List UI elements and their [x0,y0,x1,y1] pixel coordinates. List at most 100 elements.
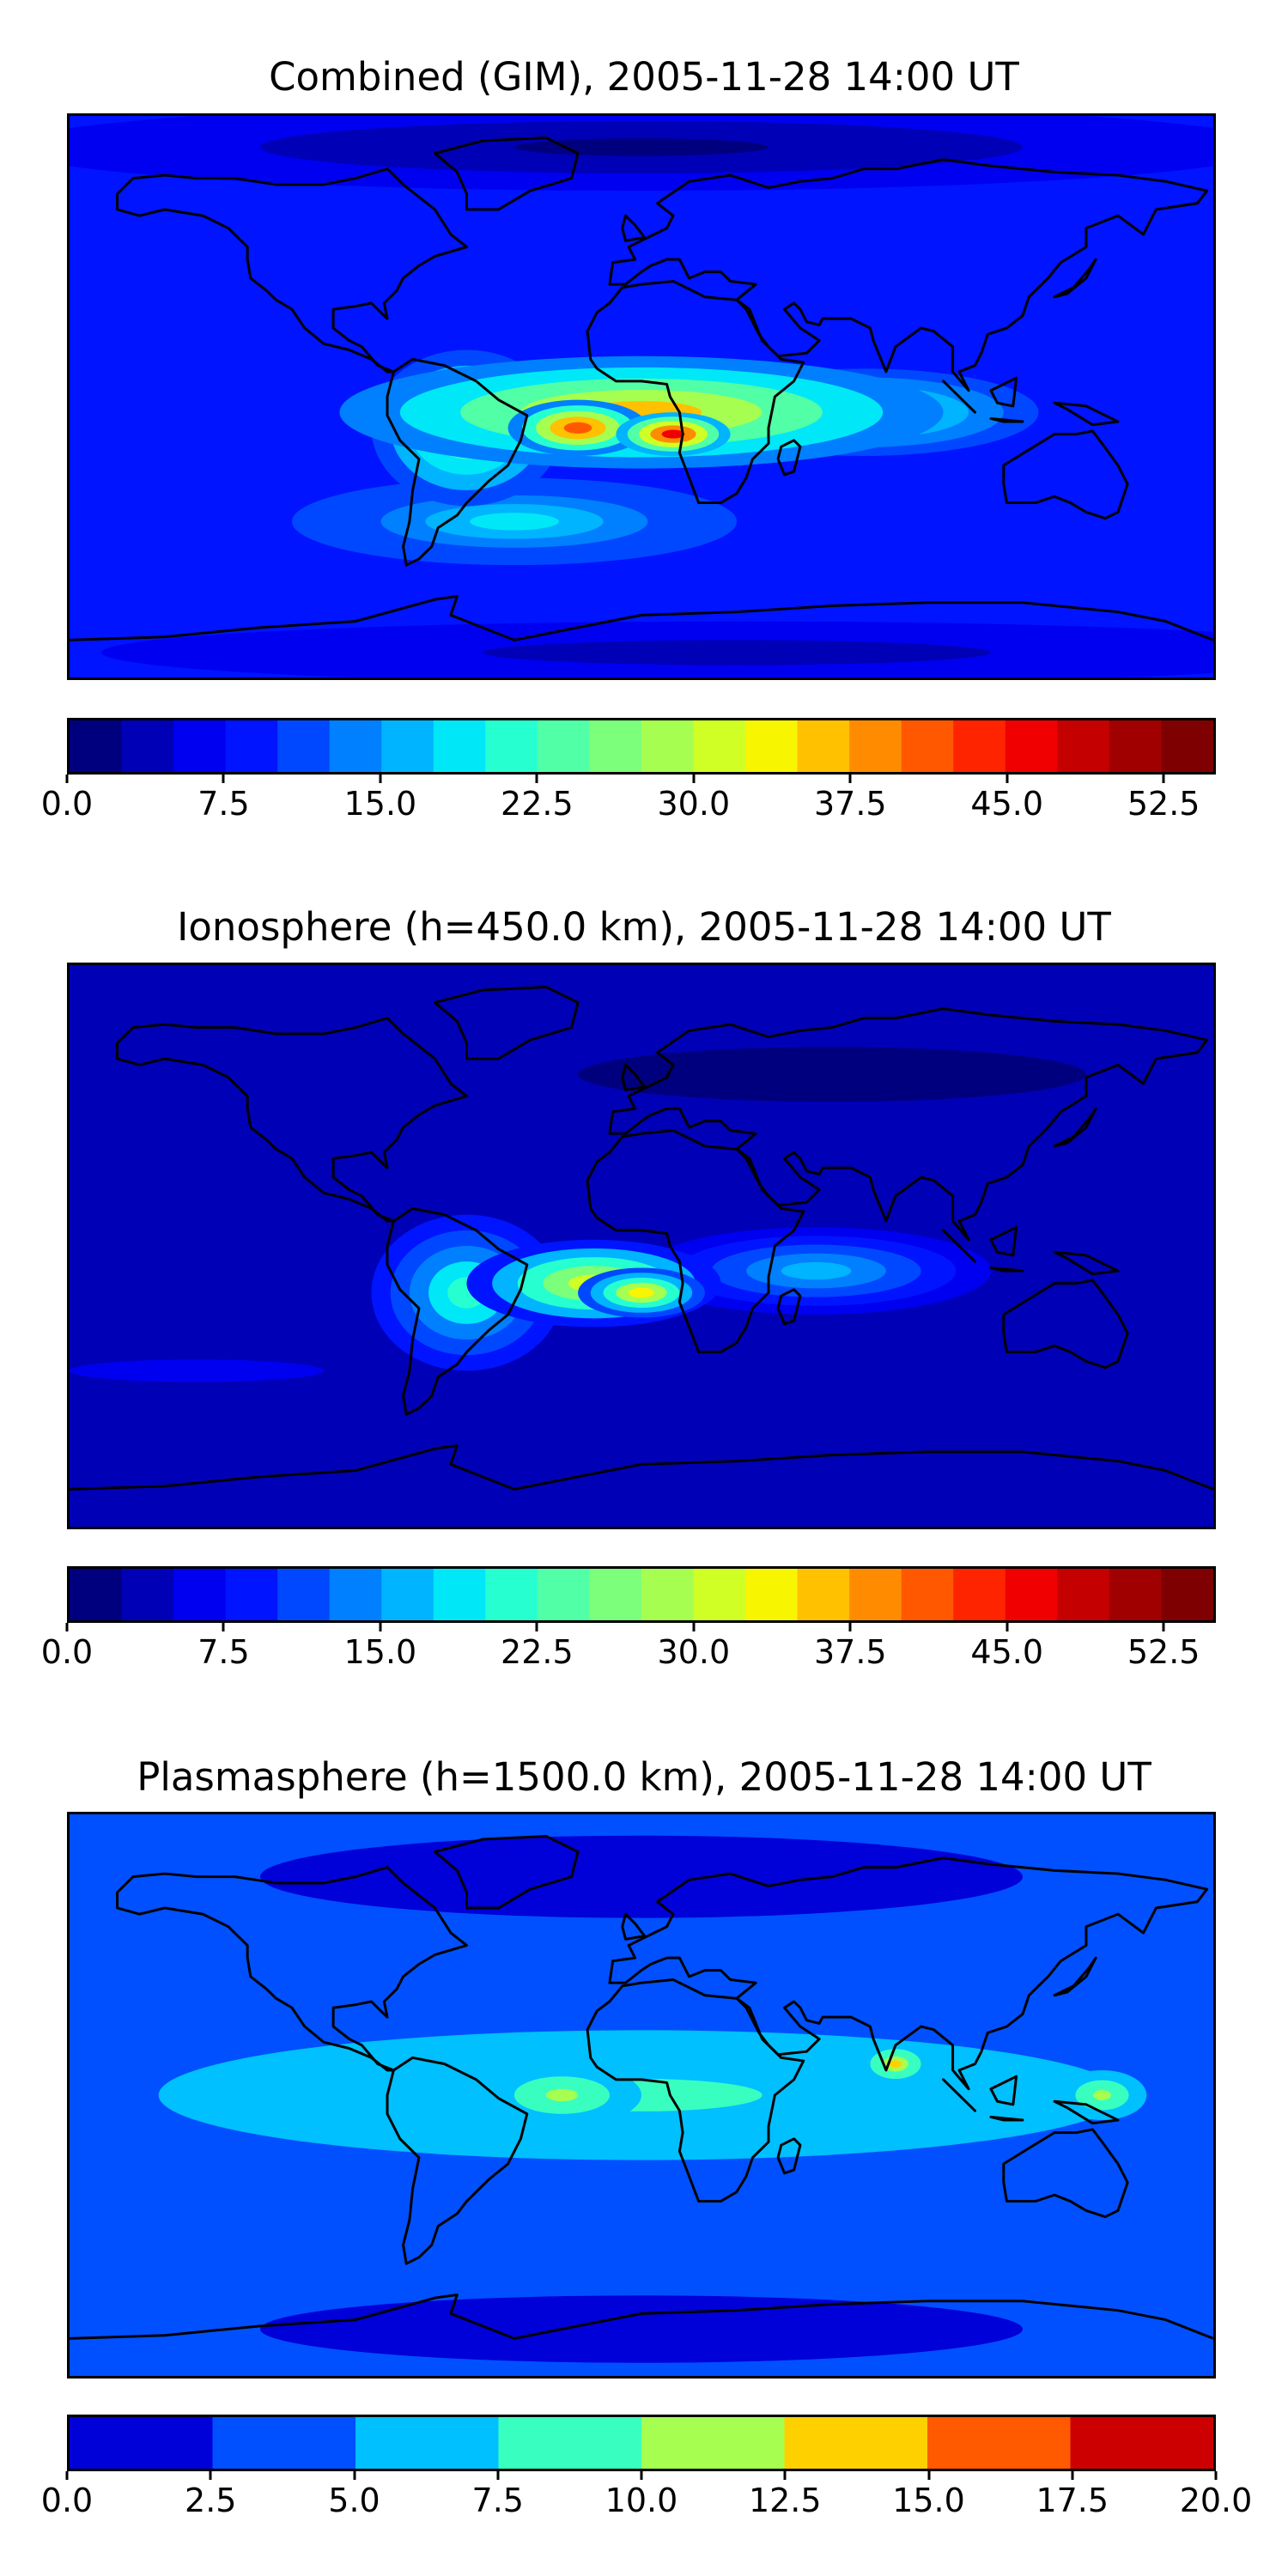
colorbar-tick-label: 15.0 [343,785,417,823]
colorbar-cell [212,2417,356,2469]
coastline-segment [989,2075,1018,2106]
colorbar-tick-mark [640,2471,643,2480]
colorbar-cell [433,720,486,772]
contour-north-polar-low [513,138,769,156]
colorbar-cell [901,720,954,772]
contour-south-polar-low [609,646,865,659]
coastline-segment [1053,1107,1097,1148]
colorbar-tick-mark [1005,1623,1009,1631]
contour-atlantic-high [545,2088,579,2102]
colorbar-cell [1161,1569,1213,1620]
contour-layer [70,1005,1213,1427]
chart-title: Ionosphere (h=450.0 km), 2005-11-28 14:0… [177,904,1111,950]
colorbar-tick-label: 52.5 [1127,1633,1200,1671]
colorbar-tick-label: 0.0 [40,785,94,823]
colorbar-tick-label: 52.5 [1127,785,1200,823]
colorbar-tick-mark [1071,2471,1074,2480]
coastline-segment [989,416,1024,423]
contour-north-low [704,1060,960,1089]
coastline-segment [386,2056,529,2265]
contour-south-atlantic-tongue [470,513,559,531]
coastline-segment [1053,401,1120,427]
coastline-segment [942,2078,977,2112]
colorbar-cell [1070,2417,1213,2469]
contour-north-low [513,1862,769,1891]
coastlines [70,985,1213,1491]
coastline-segment [586,1129,805,1354]
colorbar-cell [537,1569,591,1620]
colorbar-tick-mark [692,1623,696,1631]
colorbar-svg [70,2417,1213,2469]
contour-africa-max [629,1287,654,1298]
colorbar-tick-mark [535,1623,538,1631]
colorbar-cell [225,1569,278,1620]
colorbar-tick-label: 22.5 [501,1633,574,1671]
coastline-segment [621,1063,647,1091]
coastline-segment [1053,258,1097,299]
colorbar-tick-mark [496,2471,500,2480]
colorbar-ticks: 0.0 7.5 15.0 22.5 30.0 37.5 45.0 52.5 [41,1623,1216,1674]
colorbar-tick-mark [535,775,538,783]
colorbar-cell [641,720,695,772]
colorbar-tick-label: 45.0 [970,1633,1044,1671]
colorbar [67,1566,1216,1623]
coastline-segment [116,1866,469,2072]
contour-south-low [513,2318,769,2341]
coastline-segment [942,380,977,414]
coastline-segment [776,439,802,477]
colorbar-cell [121,1569,174,1620]
coastlines [70,136,1213,641]
colorbar-cell [381,720,434,772]
colorbar-cell [225,720,278,772]
heatmap-map [67,113,1216,680]
colorbar-cell [589,1569,642,1620]
coastline-segment [621,1912,647,1941]
colorbar-tick-label: 7.5 [471,2482,524,2519]
coastline-segment [116,167,469,374]
colorbar-cell [173,720,227,772]
colorbar-ticks: 0.0 2.5 5.0 7.5 10.0 12.5 15.0 17.5 20.0 [41,2471,1252,2523]
colorbar-tick-mark [65,1623,69,1631]
colorbar-tick-label: 45.0 [970,785,1044,823]
coastline-segment [386,1206,529,1416]
coastline-segment [433,1834,580,1910]
colorbar-cell [537,720,591,772]
colorbar-cell [173,1569,227,1620]
coastline-segment [989,1225,1018,1257]
colorbar-cell [849,1569,902,1620]
colorbar-tick-mark [848,1623,852,1631]
colorbar-tick-mark [1162,775,1165,783]
coastline-segment [70,2293,1213,2340]
colorbar-cell [693,720,746,772]
colorbar-cell [277,720,331,772]
colorbar-tick-label: 17.5 [1036,2482,1109,2519]
chart-title: Combined (GIM), 2005-11-28 14:00 UT [269,54,1019,100]
contour-southern-africa-max [661,429,685,439]
colorbar-tick-mark [379,1623,382,1631]
colorbar-cell [329,1569,382,1620]
colorbar-cell [1109,720,1163,772]
colorbar-tick-label: 7.5 [197,1633,250,1671]
contour-indian-ocean-tongue [781,1261,852,1280]
colorbar-cell [797,1569,850,1620]
colorbar-cell [953,1569,1006,1620]
colorbar-cell [1161,720,1213,772]
coastline-segment [1053,1250,1120,1276]
coastline-segment [386,357,529,567]
coastline-segment [586,280,805,505]
coastline-segment [586,1978,805,2203]
colorbar-cell [433,1569,486,1620]
colorbar-tick-mark [927,2471,930,2480]
contour-new-guinea-high [1093,2090,1111,2100]
colorbar-tick-label: 0.0 [40,2482,94,2519]
colorbar-cell [953,720,1006,772]
colorbar-tick-label: 30.0 [657,1633,731,1671]
colorbar-cell [745,1569,799,1620]
colorbar-tick-label: 37.5 [813,785,887,823]
heatmap-svg [70,116,1213,677]
contour-atlantic-peak [563,422,592,434]
colorbar-tick-mark [353,2471,355,2480]
colorbar-tick-label: 2.5 [185,2482,237,2519]
colorbar-cell [70,2417,214,2469]
colorbar-cell [693,1569,746,1620]
